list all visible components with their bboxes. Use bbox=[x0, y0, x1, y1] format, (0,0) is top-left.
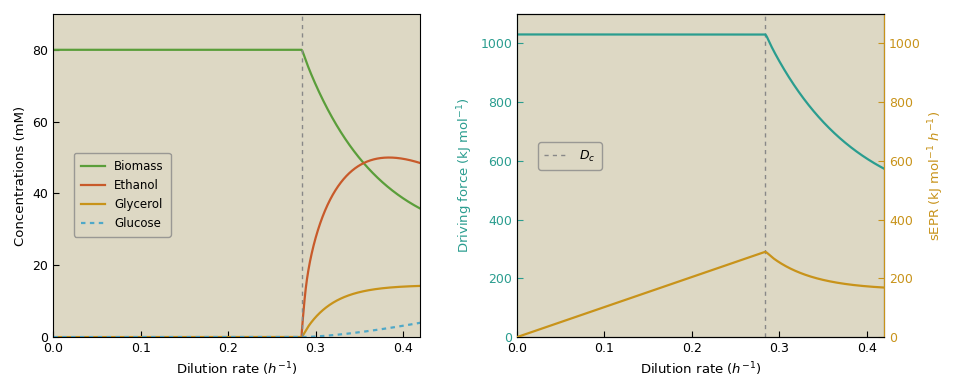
X-axis label: Dilution rate ($h^{-1}$): Dilution rate ($h^{-1}$) bbox=[177, 361, 298, 378]
Legend: $D_c$: $D_c$ bbox=[538, 142, 602, 170]
Y-axis label: Driving force (kJ mol$^{-1}$): Driving force (kJ mol$^{-1}$) bbox=[455, 98, 475, 253]
Y-axis label: sEPR (kJ mol$^{-1}$ $h^{-1}$): sEPR (kJ mol$^{-1}$ $h^{-1}$) bbox=[926, 111, 947, 241]
Y-axis label: Concentrations (mM): Concentrations (mM) bbox=[13, 105, 27, 245]
Legend: Biomass, Ethanol, Glycerol, Glucose: Biomass, Ethanol, Glycerol, Glucose bbox=[74, 153, 171, 237]
X-axis label: Dilution rate ($h^{-1}$): Dilution rate ($h^{-1}$) bbox=[640, 361, 761, 378]
